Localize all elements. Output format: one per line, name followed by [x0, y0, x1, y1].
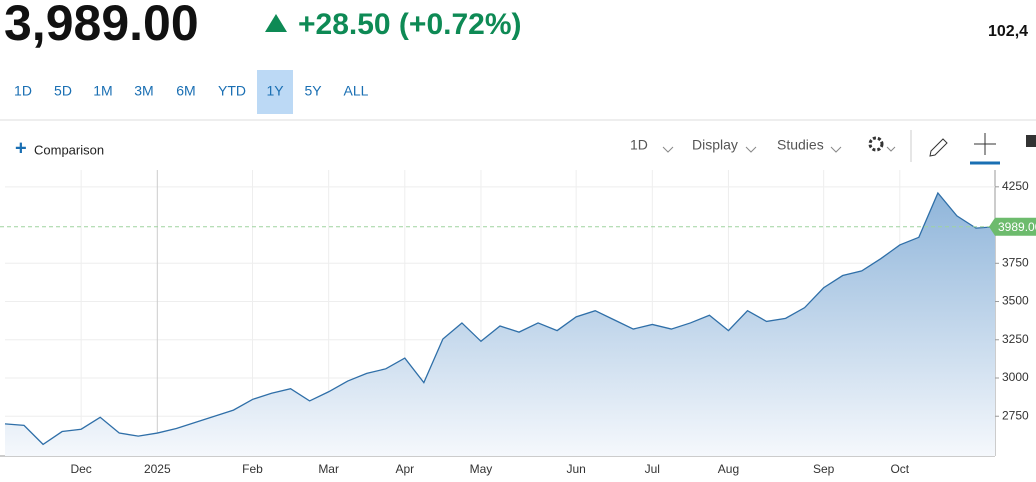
- draw-icon[interactable]: [929, 138, 948, 157]
- x-tick-label: Aug: [718, 462, 739, 476]
- caret: [886, 146, 896, 152]
- y-tick-label: 3250: [1002, 332, 1029, 346]
- menu-icon[interactable]: [1026, 135, 1036, 147]
- plus-icon[interactable]: +: [15, 137, 27, 159]
- range-button[interactable]: 1M: [93, 83, 112, 99]
- y-tick-label: 4250: [1002, 179, 1029, 193]
- y-tick-label: 3000: [1002, 370, 1029, 384]
- range-button[interactable]: 5Y: [304, 83, 322, 99]
- range-button[interactable]: 1Y: [266, 83, 284, 99]
- area: [5, 192, 995, 457]
- x-tick-label: Mar: [318, 462, 339, 476]
- y-tick-label: 3500: [1002, 294, 1029, 308]
- range-button[interactable]: 6M: [176, 83, 195, 99]
- y-tick-label: 3750: [1002, 255, 1029, 269]
- x-tick-label: May: [470, 462, 493, 476]
- display[interactable]: Display: [692, 137, 738, 153]
- line: [4, 191, 996, 446]
- comparison[interactable]: Comparison: [34, 142, 104, 157]
- interval[interactable]: 1D: [630, 137, 648, 153]
- studies[interactable]: Studies: [777, 137, 824, 153]
- x-tick-label: Apr: [395, 462, 414, 476]
- change: +28.50 (+0.72%): [298, 8, 522, 41]
- range-button[interactable]: ALL: [344, 83, 369, 99]
- x-tick-label: Oct: [890, 462, 909, 476]
- x-tick-label: Feb: [242, 462, 263, 476]
- x-tick-label: 2025: [144, 462, 171, 476]
- x-tick-label: Dec: [70, 462, 91, 476]
- active-range: [257, 70, 293, 114]
- x-tick-label: Sep: [813, 462, 835, 476]
- last-label: 3989.00: [998, 220, 1036, 234]
- crosshair-icon[interactable]: [974, 133, 996, 155]
- settings-icon[interactable]: [868, 136, 884, 152]
- x-tick-label: Jul: [645, 462, 660, 476]
- up-arrow: [265, 14, 287, 32]
- range-button[interactable]: 5D: [54, 83, 72, 99]
- caret: [830, 146, 842, 153]
- range-button[interactable]: 1D: [14, 83, 32, 99]
- range-button[interactable]: 3M: [134, 83, 153, 99]
- caret: [745, 146, 757, 153]
- volume: 102,4: [988, 23, 1028, 40]
- last-badge: [989, 217, 1036, 236]
- price: 3,989.00: [4, 0, 199, 51]
- caret: [662, 146, 674, 153]
- range-button[interactable]: YTD: [218, 83, 246, 99]
- x-tick-label: Jun: [566, 462, 585, 476]
- y-tick-label: 2750: [1002, 408, 1029, 422]
